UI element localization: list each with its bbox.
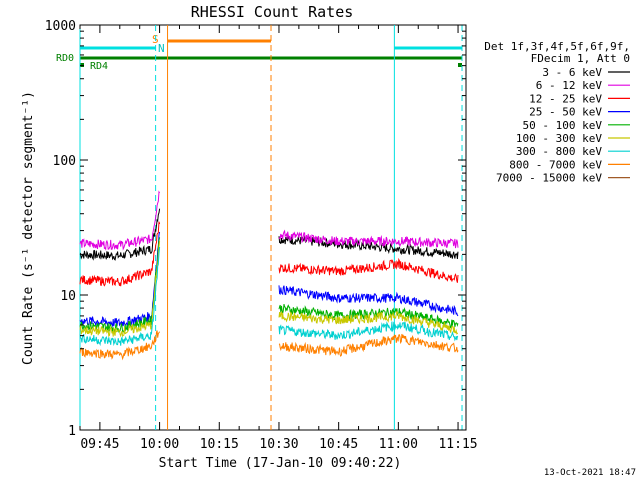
y-axis-label: Count Rate (s⁻¹ detector segment⁻¹) (21, 91, 36, 365)
legend-entry-label: 12 - 25 keV (529, 92, 602, 105)
series-line-5-0 (79, 241, 161, 338)
series-line-3-1 (278, 285, 459, 317)
legend-entry-label: 3 - 6 keV (542, 66, 602, 79)
x-tick-label: 10:30 (259, 437, 298, 452)
legend-entry-label: 800 - 7000 keV (509, 158, 602, 171)
series-line-7-0 (79, 330, 161, 361)
x-tick-label: 09:45 (80, 437, 119, 452)
status-bars: RD0RD4SN (56, 33, 463, 72)
series-line-0-0 (79, 208, 161, 261)
legend-entry-label: 50 - 100 keV (523, 119, 603, 132)
annotation-label: N (158, 42, 165, 55)
series-line-1-1 (278, 229, 459, 249)
series-line-5-1 (278, 310, 458, 335)
legend-entry-label: 300 - 800 keV (516, 145, 602, 158)
x-tick-label: 11:15 (438, 437, 477, 452)
series-line-1-0 (79, 190, 161, 251)
x-tick-label: 10:45 (319, 437, 358, 452)
x-axis-label: Start Time (17-Jan-10 09:40:22) (159, 456, 402, 471)
event-lines (79, 25, 463, 430)
legend-header-line: FDecim 1, Att 0 (531, 52, 630, 65)
chart-title: RHESSI Count Rates (191, 3, 354, 21)
legend-header-line: Det 1f,3f,4f,5f,6f,9f, (484, 40, 630, 53)
series-line-2-1 (278, 257, 459, 283)
y-tick-label: 100 (53, 154, 76, 169)
legend-entry-label: 6 - 12 keV (536, 79, 603, 92)
x-tick-label: 11:00 (379, 437, 418, 452)
legend: Det 1f,3f,4f,5f,6f,9f,FDecim 1, Att 03 -… (484, 40, 630, 185)
series-line-3-0 (79, 231, 161, 328)
y-tick-label: 1 (68, 424, 76, 439)
footer-timestamp: 13-Oct-2021 18:47 (544, 468, 636, 478)
x-tick-label: 10:15 (200, 437, 239, 452)
annotation-label: RD0 (56, 53, 74, 64)
rd4-marker (458, 63, 462, 67)
rd4-marker (80, 63, 84, 67)
legend-entry-label: 7000 - 15000 keV (496, 172, 602, 185)
axes: 09:45 10:00 10:15 10:30 10:45 11:00 11:15 1 10 10… (45, 19, 478, 452)
series-line-6-0 (79, 246, 161, 347)
series-line-2-0 (79, 221, 161, 287)
y-tick-label: 1000 (45, 19, 76, 34)
y-tick-label: 10 (60, 289, 76, 304)
plot-frame (79, 24, 467, 431)
legend-entry-label: 25 - 50 keV (529, 106, 602, 119)
annotation-label: RD4 (90, 61, 108, 72)
series-group (79, 190, 459, 361)
series-line-6-1 (278, 321, 459, 342)
x-tick-label: 10:00 (140, 437, 179, 452)
series-line-7-1 (278, 333, 459, 357)
legend-entry-label: 100 - 300 keV (516, 132, 602, 145)
